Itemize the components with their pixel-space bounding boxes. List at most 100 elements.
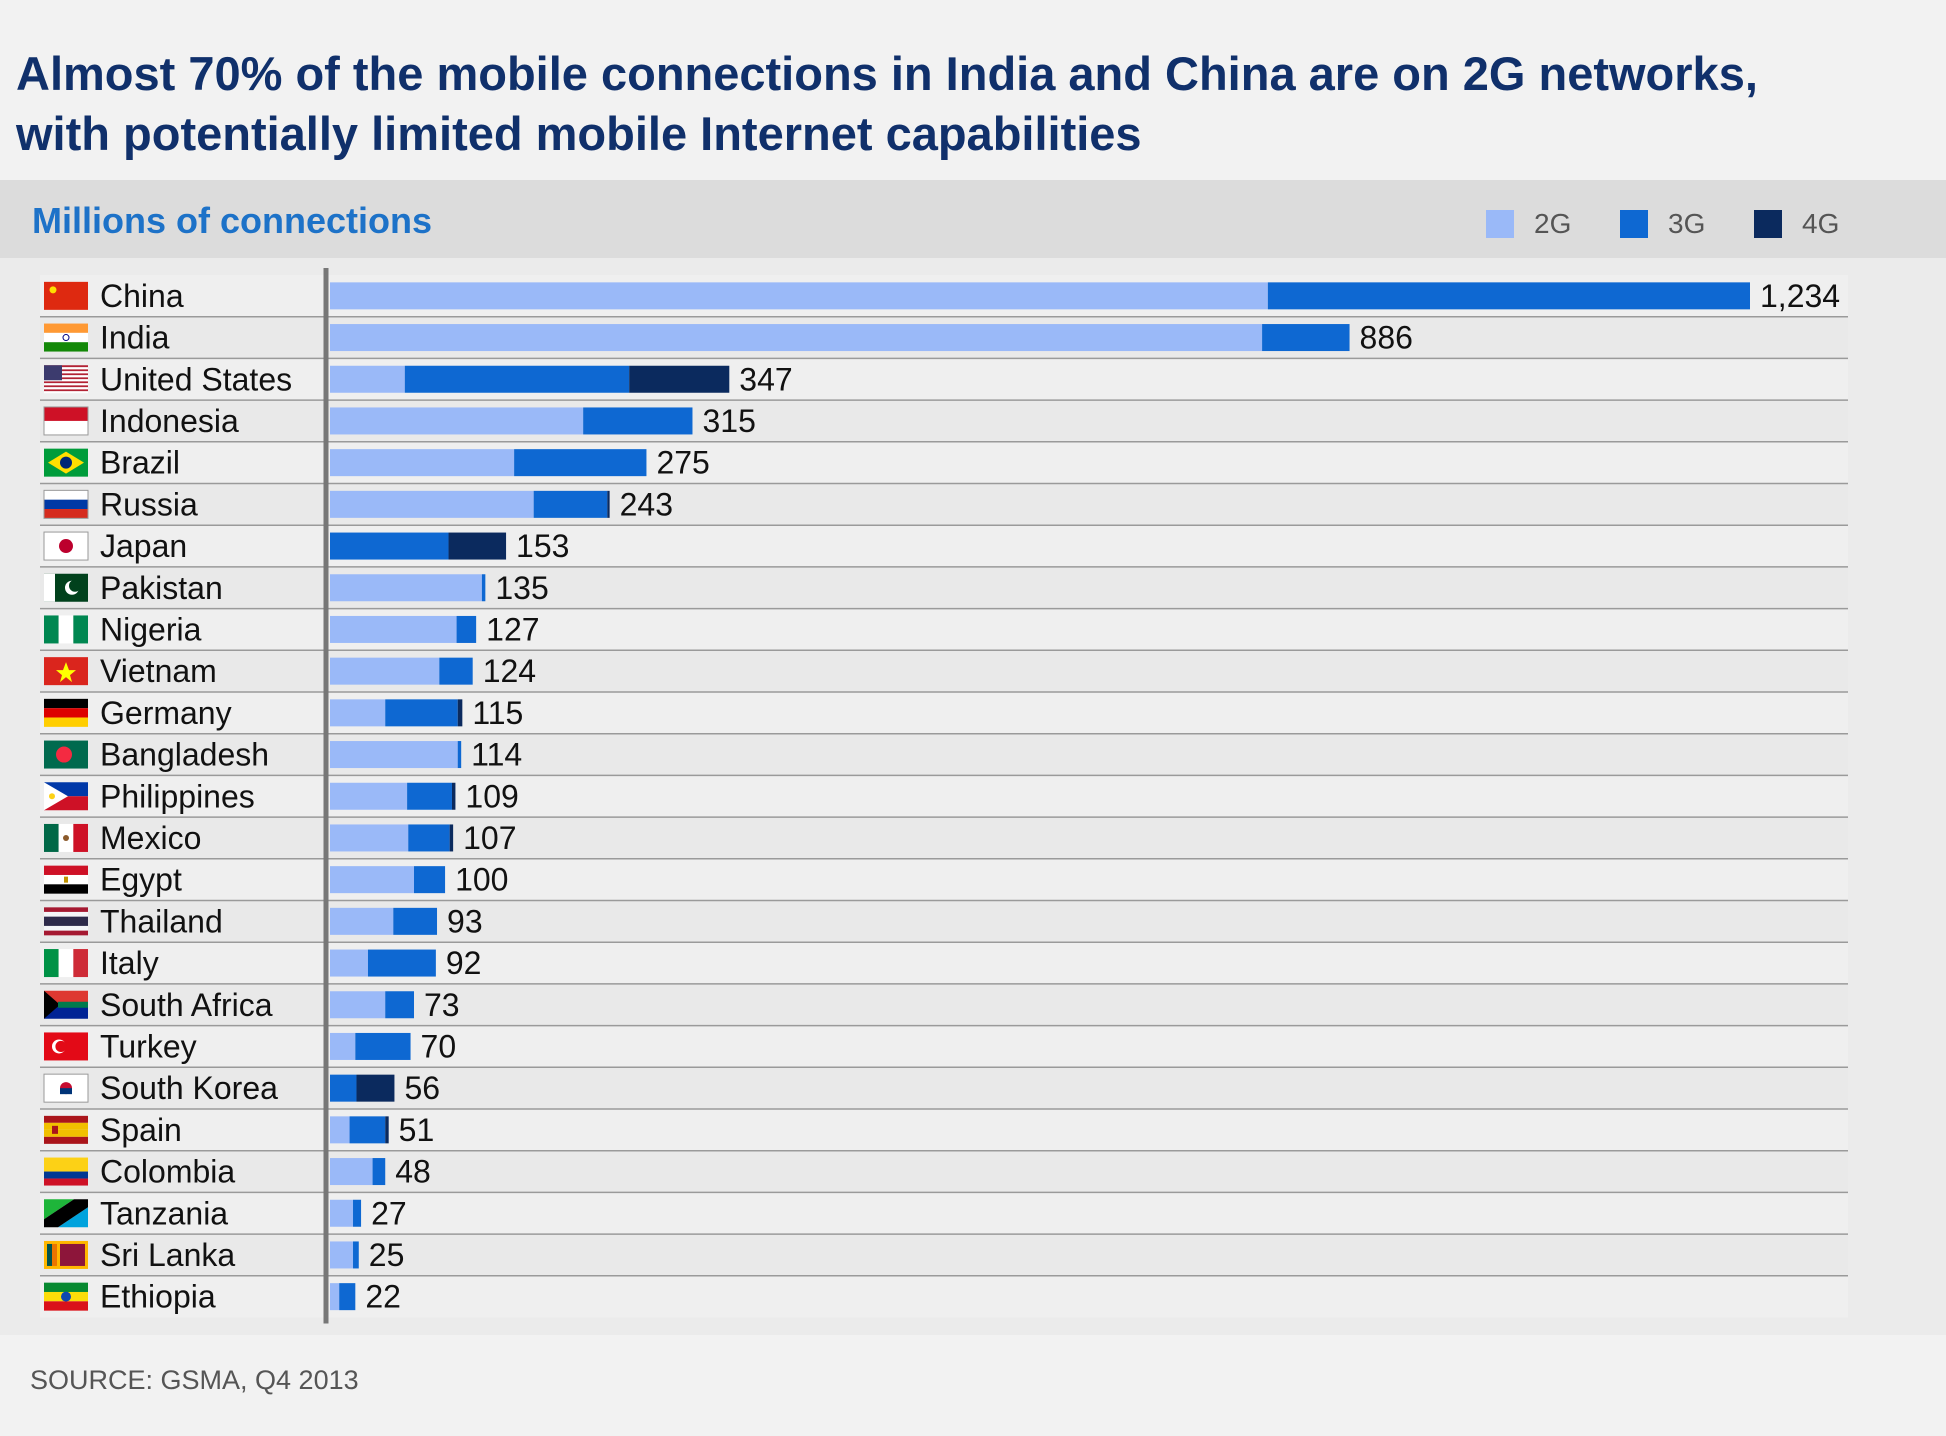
data-label: 25	[369, 1237, 405, 1273]
row-background	[40, 525, 1848, 567]
flag-brazil-icon	[44, 448, 88, 477]
bar-south-korea-4g	[356, 1074, 395, 1102]
bar-united-states-2g	[330, 365, 405, 393]
bar-china-3g	[1267, 282, 1750, 310]
bar-spain-2g	[330, 1116, 350, 1144]
category-label: China	[100, 278, 184, 314]
data-label: 115	[472, 695, 523, 731]
data-label: 51	[399, 1112, 435, 1148]
bar-germany-2g	[330, 699, 386, 727]
data-label: 886	[1360, 320, 1413, 356]
data-label: 22	[365, 1279, 401, 1315]
legend-label-4g: 4G	[1802, 208, 1840, 239]
bar-turkey-3g	[355, 1032, 411, 1060]
flag-pakistan-icon	[44, 573, 88, 602]
bar-brazil-2g	[330, 449, 515, 477]
bar-vietnam-2g	[330, 657, 440, 685]
category-label: Bangladesh	[100, 737, 269, 773]
flag-bangladesh-icon	[44, 740, 88, 769]
category-label: South Africa	[100, 987, 273, 1023]
data-label: 153	[516, 528, 569, 564]
legend-swatch-4g	[1754, 210, 1782, 238]
flag-italy-icon	[44, 949, 88, 978]
category-label: South Korea	[100, 1070, 278, 1106]
row-background	[40, 1025, 1848, 1068]
flag-thailand-icon	[44, 907, 88, 936]
data-label: 92	[446, 945, 482, 981]
bar-nigeria-2g	[330, 615, 457, 643]
row-background	[40, 1109, 1848, 1151]
bar-spain-3g	[349, 1116, 386, 1144]
row-background	[40, 1150, 1848, 1193]
category-label: Nigeria	[100, 611, 202, 647]
data-label: 48	[395, 1154, 431, 1190]
data-label: 124	[483, 653, 536, 689]
flag-ethiopia-icon	[44, 1282, 88, 1311]
bar-tanzania-3g	[353, 1199, 362, 1227]
flag-spain-icon	[44, 1115, 88, 1144]
data-label: 27	[371, 1195, 407, 1231]
category-label: Tanzania	[100, 1195, 228, 1231]
data-label: 243	[620, 486, 673, 522]
row-background	[40, 400, 1848, 442]
data-label: 114	[471, 737, 522, 773]
data-label: 107	[463, 820, 516, 856]
flag-philippines-icon	[44, 782, 88, 811]
bar-south-africa-3g	[385, 991, 415, 1019]
row-background	[40, 983, 1848, 1026]
bar-spain-4g	[385, 1116, 389, 1144]
flag-tanzania-icon	[44, 1199, 88, 1228]
bar-ethiopia-3g	[339, 1283, 356, 1311]
bar-japan-4g	[448, 532, 507, 560]
bar-vietnam-3g	[439, 657, 473, 685]
legend-swatch-3g	[1620, 210, 1648, 238]
chart-title: Almost 70% of the mobile connections in …	[16, 44, 1916, 164]
flag-turkey-icon	[44, 1032, 88, 1061]
row-background	[40, 942, 1848, 984]
bar-nigeria-3g	[456, 615, 477, 643]
bar-pakistan-3g	[481, 574, 486, 602]
bar-russia-4g	[607, 490, 610, 518]
flag-sri-lanka-icon	[44, 1240, 88, 1269]
source-note: SOURCE: GSMA, Q4 2013	[30, 1365, 359, 1395]
data-label: 1,234	[1760, 278, 1840, 314]
flag-mexico-icon	[44, 823, 88, 852]
row-background	[40, 1275, 1848, 1318]
bar-mexico-3g	[408, 824, 450, 852]
bar-philippines-3g	[407, 782, 452, 810]
flag-south-africa-icon	[44, 990, 88, 1019]
category-label: Sri Lanka	[100, 1237, 235, 1273]
row-background	[40, 692, 1848, 734]
legend-label-3g: 3G	[1668, 208, 1706, 239]
row-background	[40, 1234, 1848, 1276]
flag-indonesia-icon	[43, 406, 89, 436]
chart-subtitle: Millions of connections	[32, 200, 433, 241]
bar-thailand-3g	[393, 907, 438, 935]
category-label: Vietnam	[100, 653, 217, 689]
bar-russia-3g	[533, 490, 608, 518]
chart-title-line1: Almost 70% of the mobile connections in …	[16, 47, 1758, 100]
data-label: 315	[702, 403, 755, 439]
row-background	[40, 1067, 1848, 1109]
category-label: Indonesia	[100, 403, 239, 439]
data-label: 135	[495, 570, 548, 606]
row-background	[40, 900, 1848, 943]
bar-china-2g	[330, 282, 1268, 310]
bar-india-3g	[1262, 324, 1350, 352]
row-background	[40, 441, 1848, 484]
category-label: Brazil	[100, 445, 180, 481]
flag-united-states-icon	[44, 365, 88, 394]
bar-brazil-3g	[514, 449, 647, 477]
bar-russia-2g	[330, 490, 534, 518]
category-label: Ethiopia	[100, 1279, 216, 1315]
bar-united-states-3g	[404, 365, 630, 393]
row-background	[40, 858, 1848, 901]
bar-india-2g	[330, 324, 1263, 352]
data-label: 275	[656, 445, 709, 481]
bar-turkey-2g	[330, 1032, 356, 1060]
bar-thailand-2g	[330, 907, 394, 935]
category-label: Philippines	[100, 778, 255, 814]
bar-philippines-4g	[451, 782, 456, 810]
flag-south-korea-icon	[43, 1073, 89, 1103]
